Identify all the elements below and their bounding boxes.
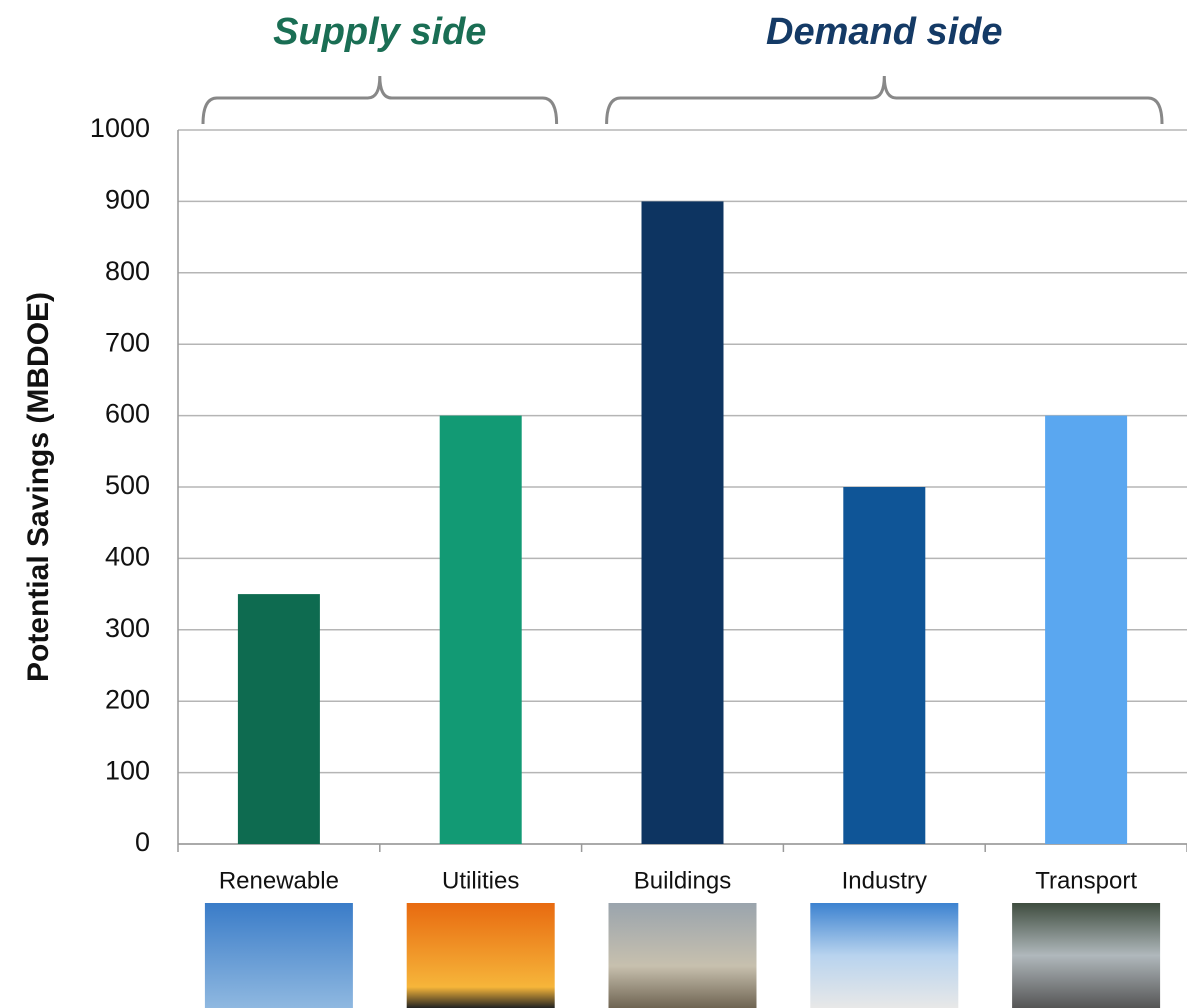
group-bracket	[605, 75, 1164, 125]
category-image	[204, 903, 353, 1008]
bar	[641, 201, 724, 844]
y-tick-label: 600	[105, 399, 150, 429]
category-image	[406, 903, 555, 1008]
y-tick-label: 700	[105, 327, 150, 357]
category-image	[1012, 903, 1161, 1008]
y-tick-label: 800	[105, 256, 150, 286]
y-tick-label: 200	[105, 684, 150, 714]
y-tick-label: 100	[105, 756, 150, 786]
bar	[237, 594, 320, 844]
bar	[439, 415, 522, 844]
bar	[1045, 415, 1128, 844]
y-tick-label: 300	[105, 613, 150, 643]
y-axis-label: Potential Savings (MBDOE)	[22, 292, 55, 682]
x-tick-label: Renewable	[219, 867, 339, 894]
x-tick-label: Industry	[842, 867, 927, 894]
group-label: Demand side	[766, 11, 1003, 53]
category-image	[608, 903, 757, 1008]
group-bracket	[201, 75, 559, 125]
group-label: Supply side	[273, 11, 486, 53]
bar	[843, 487, 926, 844]
y-tick-label: 1000	[90, 113, 150, 143]
category-image	[810, 903, 959, 1008]
x-tick-label: Transport	[1035, 867, 1137, 894]
y-tick-label: 900	[105, 185, 150, 215]
y-tick-label: 0	[135, 827, 150, 857]
x-tick-label: Utilities	[442, 867, 519, 894]
y-tick-label: 500	[105, 470, 150, 500]
x-tick-label: Buildings	[634, 867, 731, 894]
y-tick-label: 400	[105, 542, 150, 572]
